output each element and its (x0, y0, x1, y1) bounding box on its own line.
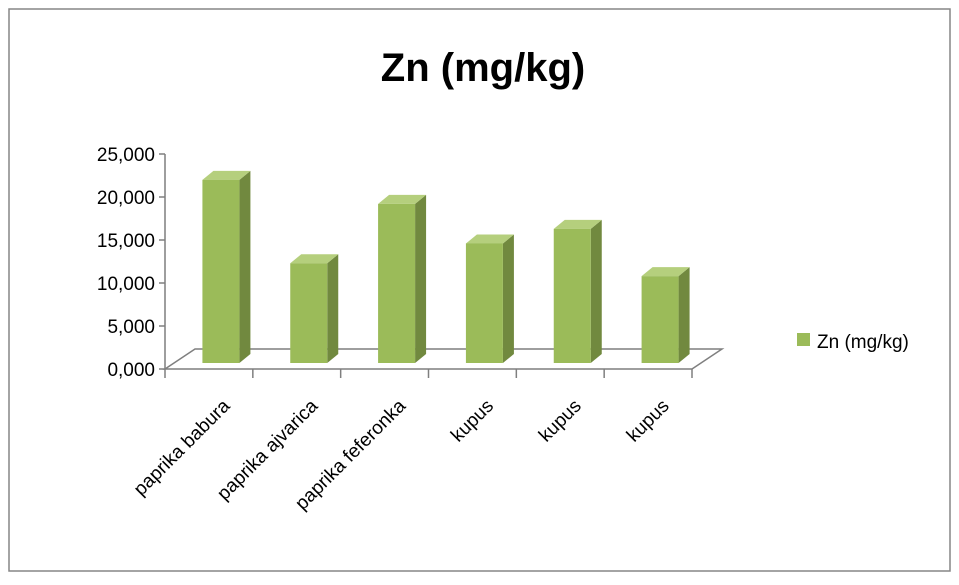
bar-top (465, 234, 514, 244)
bar-top (553, 219, 602, 229)
bar-side (415, 194, 427, 363)
bar-front (465, 243, 503, 363)
bar (553, 219, 602, 363)
bar-front (378, 203, 416, 363)
y-tick-label: 10,000 (97, 274, 155, 295)
y-tick-label: 25,000 (97, 145, 155, 166)
bar-side (239, 170, 251, 363)
bar-side (678, 267, 690, 363)
x-axis (164, 369, 693, 378)
bar-side (502, 234, 514, 363)
bar (202, 170, 251, 363)
legend-swatch (797, 333, 810, 346)
y-tick-label: 20,000 (97, 188, 155, 209)
bar-front (553, 228, 591, 363)
y-tick-label: 5,000 (107, 317, 155, 338)
bar-front (290, 263, 328, 363)
y-tick-label: 0,000 (107, 360, 155, 381)
bars (202, 170, 690, 363)
y-axis: 0,000 5,000 10,000 15,000 20,000 25,000 (97, 145, 166, 381)
bar-top (202, 170, 251, 180)
y-tick-label: 15,000 (97, 231, 155, 252)
bar-front (202, 179, 240, 363)
legend-label: Zn (mg/kg) (817, 332, 909, 353)
bar-front (641, 276, 679, 363)
bar-top (378, 194, 427, 204)
bar (290, 254, 339, 363)
bar (378, 194, 427, 363)
bar-top (641, 267, 690, 277)
bar-side (327, 254, 339, 363)
bar (641, 267, 690, 363)
legend: Zn (mg/kg) (797, 332, 909, 353)
bar (465, 234, 514, 363)
chart-title: Zn (mg/kg) (381, 46, 585, 90)
bar-top (290, 254, 339, 264)
bar-side (590, 219, 602, 363)
